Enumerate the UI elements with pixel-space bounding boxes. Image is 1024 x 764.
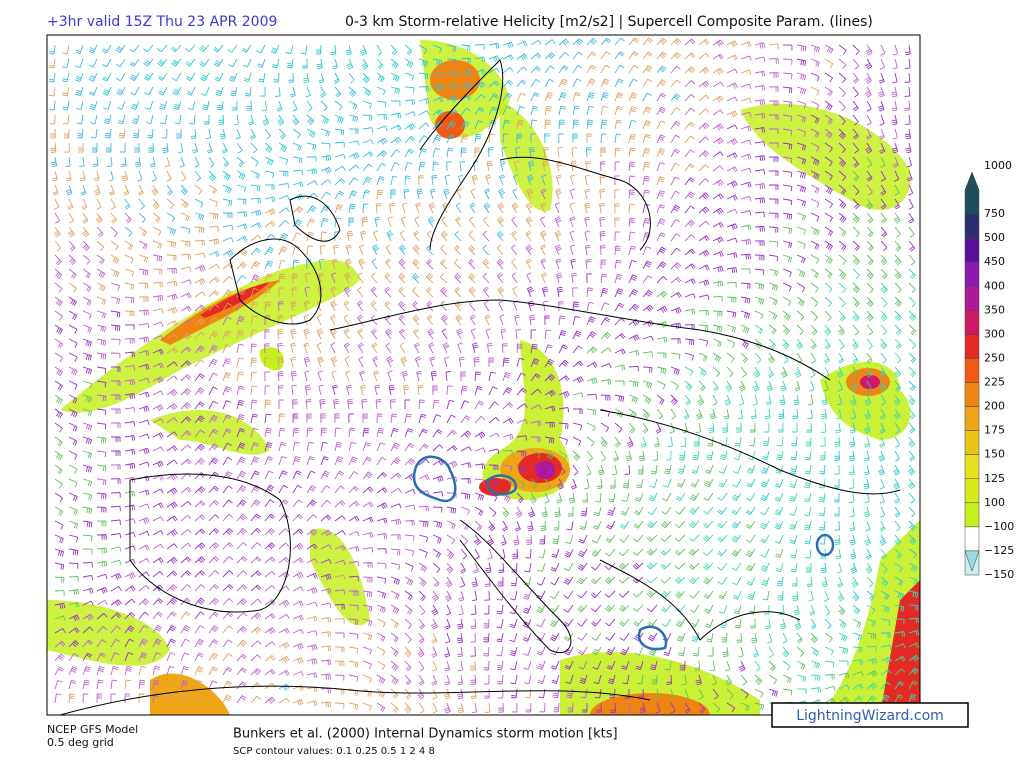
- colorbar-swatch: [964, 406, 980, 431]
- colorbar-swatch: [964, 310, 980, 335]
- colorbar-swatch: [964, 502, 980, 528]
- map-frame: [46, 34, 921, 716]
- wind-barb-group: [54, 156, 920, 713]
- colorbar-swatch: [964, 261, 980, 287]
- colorbar-swatch: [964, 454, 980, 479]
- colorbar-swatch: [964, 237, 980, 263]
- wind-barb-group: [54, 38, 911, 714]
- colorbar-label: 400: [984, 279, 1005, 292]
- header-right: 0-3 km Storm-relative Helicity [m2/s2] |…: [345, 14, 873, 30]
- colorbar-label: 450: [984, 255, 1005, 268]
- colorbar-label: 225: [984, 376, 1005, 389]
- colorbar-swatch: [964, 526, 980, 552]
- colorbar-label: 350: [984, 303, 1005, 316]
- footer-model: NCEP GFS Model: [47, 723, 138, 736]
- colorbar-label: 1000: [984, 159, 1012, 172]
- map: [47, 37, 920, 715]
- colorbar-arrow-bottom: [964, 550, 980, 572]
- colorbar-label: 125: [984, 472, 1005, 485]
- colorbar-swatch: [964, 189, 980, 215]
- colorbar-swatch: [964, 382, 980, 407]
- wind-barb-group: [199, 44, 920, 707]
- wind-barb-group: [48, 37, 834, 714]
- colorbar-swatch: [964, 334, 980, 359]
- footer-motion: Bunkers et al. (2000) Internal Dynamics …: [233, 727, 618, 742]
- colorbar-label: 750: [984, 207, 1005, 220]
- colorbar-label: −125: [984, 544, 1014, 557]
- colorbar-swatch: [964, 478, 980, 504]
- coastlines: [59, 59, 901, 715]
- colorbar-label: 250: [984, 351, 1005, 364]
- colorbar-label: 200: [984, 400, 1005, 413]
- wind-barb-group: [54, 44, 916, 714]
- footer-contours: SCP contour values: 0.1 0.25 0.5 1 2 4 8: [233, 746, 435, 757]
- colorbar-label: 150: [984, 448, 1005, 461]
- footer-grid: 0.5 deg grid: [47, 736, 114, 749]
- colorbar-label: −150: [984, 568, 1014, 581]
- watermark-box: [771, 702, 969, 728]
- colorbar-swatch: [964, 286, 980, 311]
- colorbar-label: 500: [984, 231, 1005, 244]
- wind-barb-group: [75, 39, 919, 641]
- colorbar-label: 175: [984, 424, 1005, 437]
- colorbar-swatch: [964, 430, 980, 455]
- colorbar-swatch: [964, 213, 980, 239]
- colorbar-label: −100: [984, 520, 1014, 533]
- wind-barbs: [48, 37, 920, 714]
- colorbar-label: 100: [984, 496, 1005, 509]
- header-left: +3hr valid 15Z Thu 23 APR 2009: [47, 14, 277, 30]
- scp-contours: [412, 455, 835, 651]
- watermark: LightningWizard.com: [796, 708, 944, 724]
- colorbar-label: 300: [984, 327, 1005, 340]
- colorbar: 1000 750 500 450 400 350 300 250 225 200 175 150 125…: [964, 159, 1014, 581]
- colorbar-swatch: [964, 358, 980, 383]
